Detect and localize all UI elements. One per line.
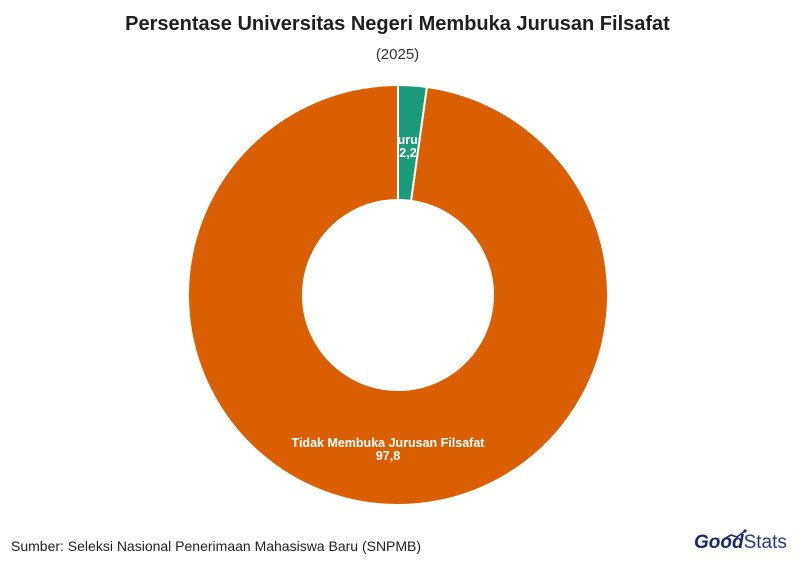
donut-slice-1 <box>187 83 609 506</box>
source-note: Sumber: Seleksi Nasional Penerimaan Maha… <box>11 538 422 554</box>
chart-subtitle: (2025) <box>375 46 420 63</box>
chart-title: Persentase Universitas Negeri Membuka Ju… <box>125 13 670 35</box>
goodstats-logo: GoodStats <box>694 529 787 558</box>
logo-text-good: Good <box>694 532 744 553</box>
slice-label-text-1: Tidak Membuka Jurusan Filsafat <box>292 436 486 450</box>
slice-value-text-1: 97,8 <box>376 449 400 463</box>
slice-value-text-0: 2,2 <box>399 146 416 160</box>
trend-line-icon <box>723 529 747 540</box>
logo-text-stats: Stats <box>743 532 787 553</box>
